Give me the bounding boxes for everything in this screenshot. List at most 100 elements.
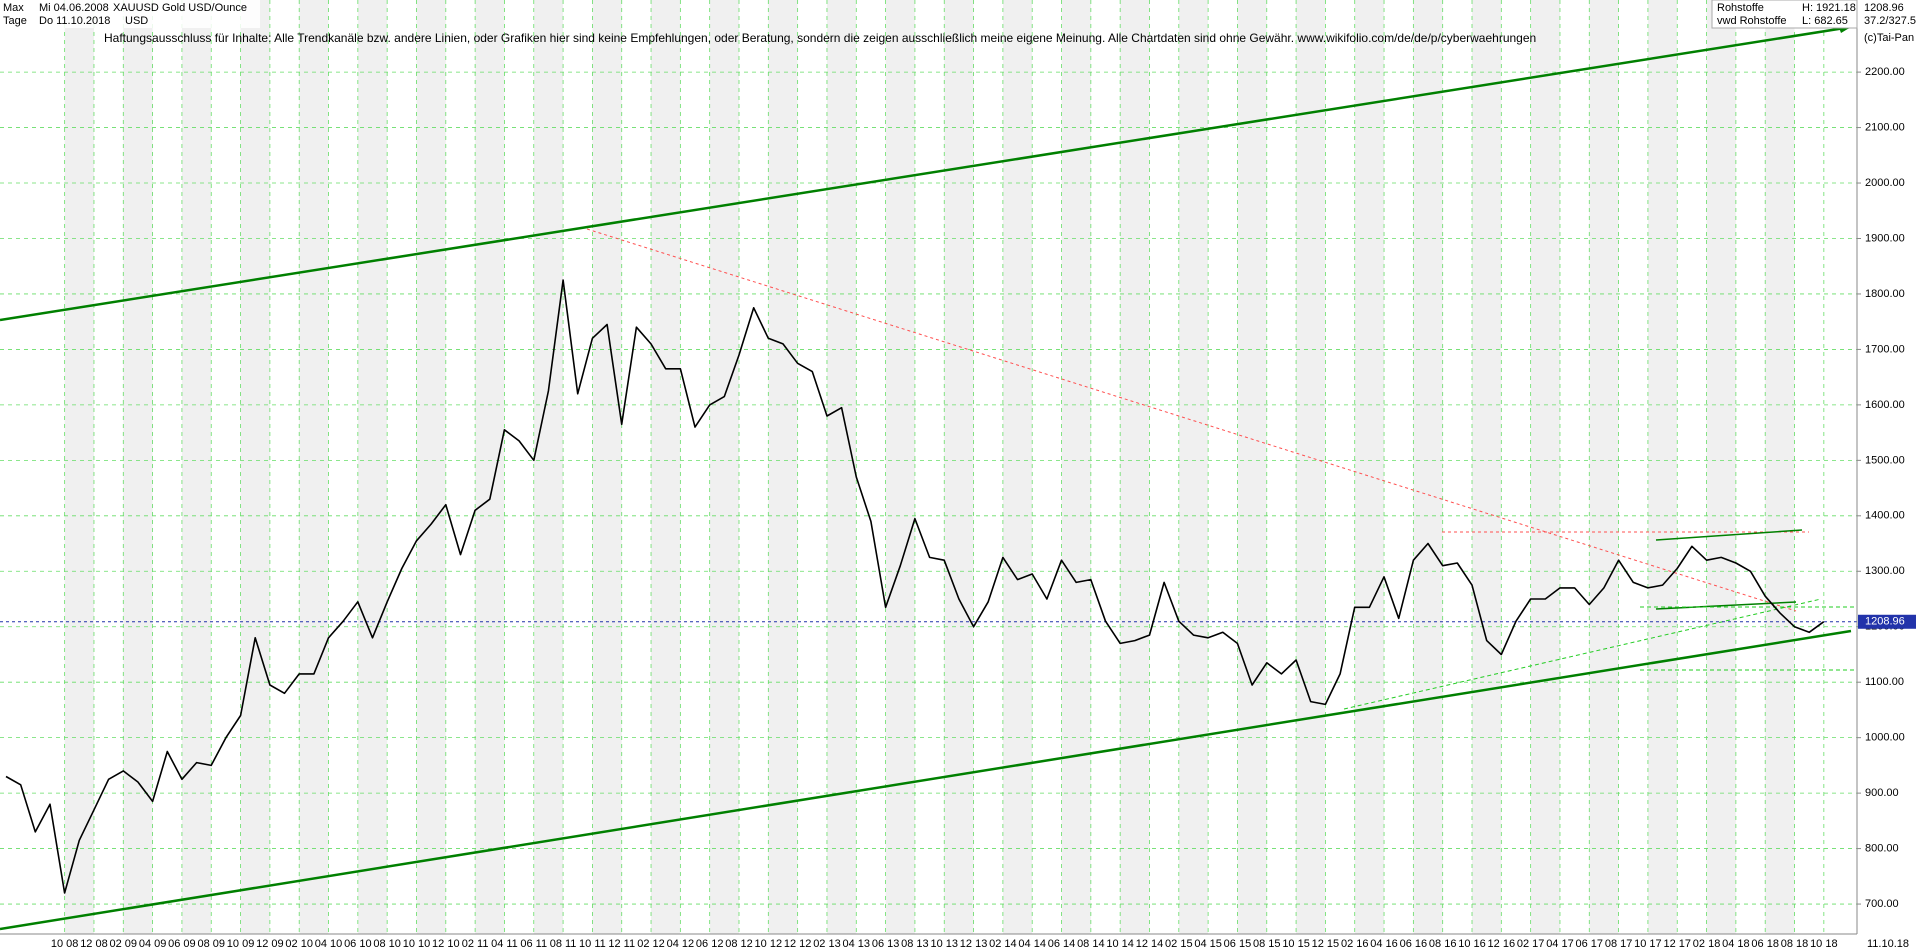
band (885, 0, 915, 934)
band (1178, 0, 1209, 934)
x-tick-label: 02 10 (285, 938, 313, 950)
y-tick-label: 1300.00 (1865, 565, 1905, 577)
trend-lines (0, 25, 1857, 931)
band (826, 0, 857, 934)
band (123, 0, 153, 934)
ratio: 37.2/327.5 (1864, 15, 1916, 27)
y-tick-label: 800.00 (1865, 842, 1899, 854)
x-tick-label: 08 18 (1781, 938, 1809, 950)
x-tick-label: 12 16 (1488, 938, 1516, 950)
y-tick-label: 1800.00 (1865, 288, 1905, 300)
x-tick-label: 04 09 (139, 938, 167, 950)
x-tick-label: 10 12 (755, 938, 783, 950)
band (1120, 0, 1150, 934)
band (475, 0, 505, 934)
band (1647, 0, 1678, 934)
band (592, 0, 622, 934)
x-tick-label: 04 16 (1370, 938, 1398, 950)
x-tick-label: 02 17 (1517, 938, 1545, 950)
last-price-box (1858, 614, 1916, 629)
x-tick-label: 10 08 (51, 938, 79, 950)
x-tick-label: 06 13 (872, 938, 900, 950)
x-tick-label: 12 12 (784, 938, 812, 950)
x-tick-label: 04 15 (1194, 938, 1222, 950)
x-tick-label: 04 17 (1546, 938, 1574, 950)
copyright: (c)Tai-Pan (1864, 32, 1914, 44)
x-tick-label: 06 15 (1224, 938, 1252, 950)
y-tick-label: 1900.00 (1865, 232, 1905, 244)
x-tick-label: 06 12 (696, 938, 724, 950)
x-tick-label: 12 15 (1312, 938, 1340, 950)
x-tick-label: 08 14 (1077, 938, 1105, 950)
band (240, 0, 270, 934)
x-tick-label: 06 17 (1576, 938, 1604, 950)
x-tick-label: 02 16 (1341, 938, 1369, 950)
range: Max (3, 2, 24, 14)
x-tick-label: 06 10 (344, 938, 372, 950)
x-tick-label: 08 17 (1605, 938, 1633, 950)
y-tick-label: 1700.00 (1865, 343, 1905, 355)
y-tick-label: 1600.00 (1865, 399, 1905, 411)
x-tick-label: 02 12 (637, 938, 665, 950)
x-tick-label: 04 11 (491, 938, 518, 950)
x-tick-label: 06 16 (1400, 938, 1428, 950)
y-tick-label: 2000.00 (1865, 177, 1905, 189)
x-tick-label: 10 18 (1810, 938, 1838, 950)
y-tick-label: 900.00 (1865, 787, 1899, 799)
x-tick-label: 06 09 (168, 938, 196, 950)
x-tick-label: 08 11 (550, 938, 577, 950)
x-tick-label: 08 15 (1253, 938, 1281, 950)
band (533, 0, 564, 934)
x-tick-label: 10 10 (403, 938, 431, 950)
band (64, 0, 94, 934)
x-tick-label: 12 10 (432, 938, 460, 950)
x-tick-label: 12 11 (608, 938, 635, 950)
x-tick-label: 12 08 (80, 938, 108, 950)
x-tick-label: 04 14 (1018, 938, 1046, 950)
x-tick-label: 06 18 (1751, 938, 1779, 950)
y-tick-label: 2100.00 (1865, 121, 1905, 133)
x-tick-label: 02 09 (110, 938, 138, 950)
x-tick-label: 10 16 (1458, 938, 1486, 950)
period: Tage (3, 15, 27, 27)
low: L: 682.65 (1802, 15, 1848, 27)
band (1706, 0, 1736, 934)
x-tick-label: 06 14 (1048, 938, 1076, 950)
band (1002, 0, 1033, 934)
x-tick-label: 08 16 (1429, 938, 1457, 950)
last-date: 11.10.18 (1867, 938, 1909, 950)
x-tick-label: 04 13 (843, 938, 871, 950)
band (357, 0, 388, 934)
plot (0, 279, 1857, 894)
band (299, 0, 329, 934)
info-box (1711, 0, 1858, 29)
x-tick-label: 12 13 (960, 938, 988, 950)
upper-channel (0, 25, 1852, 322)
price-line (5, 279, 1825, 894)
header-box (0, 0, 260, 28)
x-tick-label: 10 11 (579, 938, 606, 950)
x-tick-label: 12 17 (1663, 938, 1691, 950)
lower-channel (0, 629, 1852, 931)
band (181, 0, 212, 934)
end-date: Do 11.10.2018 (39, 15, 110, 27)
x-tick-label: 02 18 (1693, 938, 1721, 950)
x-tick-label: 04 10 (315, 938, 343, 950)
band (416, 0, 446, 934)
x-tick-label: 02 15 (1165, 938, 1193, 950)
x-tick-label: 02 14 (989, 938, 1017, 950)
trend-line (1655, 529, 1803, 541)
x-tick-label: 10 15 (1282, 938, 1310, 950)
band (1354, 0, 1385, 934)
y-tick-label: 1100.00 (1865, 676, 1904, 688)
x-tick-label: 08 09 (197, 938, 225, 950)
band (709, 0, 739, 934)
y-tick-label: 1500.00 (1865, 454, 1905, 466)
x-tick-label: 06 11 (520, 938, 547, 950)
y-tick-label: 1400.00 (1865, 510, 1905, 522)
grid (0, 0, 1857, 934)
x-tick-label: 04 12 (667, 938, 695, 950)
x-tick-label: 08 10 (373, 938, 401, 950)
currency: USD (125, 15, 148, 27)
x-tick-label: 12 09 (256, 938, 284, 950)
